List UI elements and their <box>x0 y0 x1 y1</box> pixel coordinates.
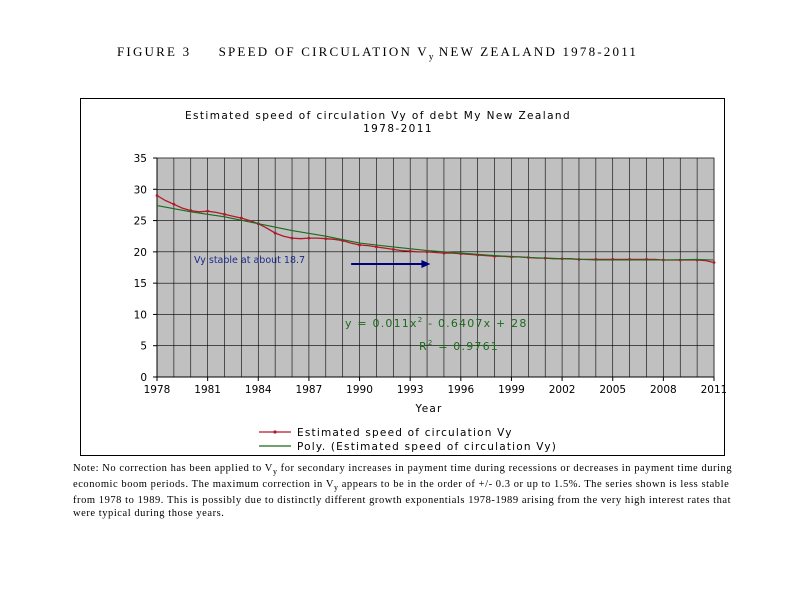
y-tick-label: 15 <box>134 278 147 290</box>
x-tick-label: 1999 <box>498 384 525 396</box>
chart: Estimated speed of circulation Vy of deb… <box>134 110 726 453</box>
figure-label: FIGURE 3 <box>117 44 192 59</box>
x-tick-label: 1996 <box>447 384 474 396</box>
series-line-poly-trend <box>156 205 715 261</box>
legend-label-poly-trend: Poly. (Estimated speed of circulation Vy… <box>297 441 557 453</box>
x-tick-label: 2008 <box>650 384 677 396</box>
figure-title-suffix: NEW ZEALAND 1978-2011 <box>433 44 639 59</box>
chart-title-line2: 1978-2011 <box>363 123 433 135</box>
y-tick-label: 20 <box>134 247 147 259</box>
x-axis-label: Year <box>414 403 442 415</box>
series-line-estimated <box>156 194 715 264</box>
y-tick-label: 25 <box>134 216 147 228</box>
series-point <box>408 249 412 253</box>
x-tick-label: 2011 <box>701 384 726 396</box>
series-point <box>391 247 395 251</box>
x-tick-label: 1987 <box>296 384 323 396</box>
x-tick-label: 1984 <box>245 384 272 396</box>
note-part3: appears to be in the order of +/- 0.3 or… <box>73 479 732 520</box>
series-point <box>239 216 243 220</box>
figure-title-prefix: SPEED OF CIRCULATION V <box>218 44 429 59</box>
x-tick-label: 2002 <box>549 384 576 396</box>
x-tick-label: 2005 <box>599 384 626 396</box>
note-sub1: y <box>272 467 278 477</box>
series-point <box>223 212 226 216</box>
figure-title: FIGURE 3 SPEED OF CIRCULATION Vy NEW ZEA… <box>117 44 638 62</box>
note: Note: No correction has been applied to … <box>73 462 733 520</box>
chart-frame: Estimated speed of circulation Vy of deb… <box>80 98 726 456</box>
trend-r-squared: R2 = 0.9761 <box>419 339 499 353</box>
series-point <box>155 194 159 197</box>
legend-swatch-marker <box>273 430 277 434</box>
note-sub2: y <box>333 483 339 493</box>
trend-equation: y = 0.011x2 - 0.6407x + 28 <box>345 316 528 330</box>
x-tick-label: 1990 <box>346 384 373 396</box>
legend-label-estimated: Estimated speed of circulation Vy <box>297 427 513 439</box>
series-point <box>206 209 210 213</box>
y-tick-label: 5 <box>140 341 147 353</box>
y-tick-label: 35 <box>134 153 147 165</box>
note-part2: for secondary increases in payment time … <box>73 463 733 491</box>
legend: Estimated speed of circulation Vy Poly. (… <box>259 427 557 453</box>
series-point <box>172 202 176 206</box>
series-point <box>712 261 716 264</box>
y-tick-label: 10 <box>134 309 147 321</box>
series-point <box>273 231 277 235</box>
x-tick-label: 1981 <box>194 384 221 396</box>
plot-background <box>156 157 715 378</box>
annotation-arrow-head <box>421 260 431 268</box>
chart-title-line1: Estimated speed of circulation Vy of deb… <box>185 110 571 122</box>
series-point <box>307 236 311 240</box>
figure-title-sub: y <box>428 51 434 62</box>
series-point <box>290 236 294 240</box>
x-tick-label: 1978 <box>144 384 171 396</box>
series-point <box>358 243 361 247</box>
series-point <box>375 245 378 249</box>
annotation-stable-text: Vy stable at about 18.7 <box>194 255 305 266</box>
x-tick-label: 1993 <box>397 384 424 396</box>
series-point <box>324 237 328 241</box>
y-tick-label: 30 <box>134 184 147 196</box>
note-part1: Note: No correction has been applied to … <box>73 463 273 474</box>
y-tick-label: 0 <box>140 372 147 384</box>
plot-area: 0 5 10 15 20 25 30 35 1978 1981 1984 1987 1990 1993 19… <box>134 153 726 396</box>
